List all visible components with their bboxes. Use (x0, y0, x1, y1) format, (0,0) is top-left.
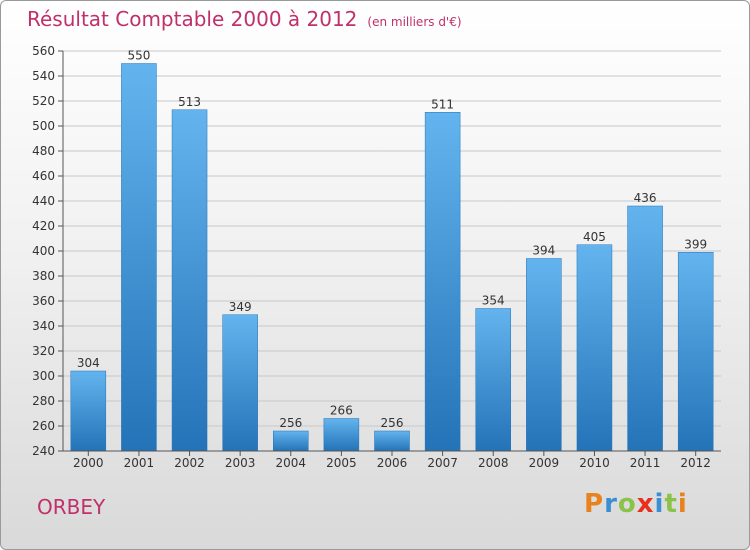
y-tick-label: 440 (32, 194, 55, 208)
x-tick-label-2010: 2010 (579, 456, 610, 470)
y-tick-label: 360 (32, 294, 55, 308)
grid-lines (63, 50, 721, 452)
logo-letter: P (584, 489, 605, 519)
data-label-2003: 349 (229, 300, 252, 314)
proxiti-logo: Proxiti (584, 489, 688, 519)
bar-2003 (222, 314, 258, 452)
logo-letter: o (617, 489, 637, 519)
x-tick-label-2009: 2009 (529, 456, 560, 470)
data-label-2007: 511 (431, 97, 454, 111)
logo-letter: i (677, 489, 688, 519)
bar-2002 (171, 109, 208, 452)
y-tick-label: 280 (32, 394, 55, 408)
bar-2001 (121, 63, 157, 452)
chart-title-text: Résultat Comptable 2000 à 2012 (27, 7, 358, 31)
bar-2009 (526, 258, 562, 452)
logo-letter: x (636, 489, 655, 519)
bar-2006 (374, 430, 410, 452)
x-tick-label-2004: 2004 (275, 456, 306, 470)
logo-letter: i (654, 489, 665, 519)
bar-2000 (70, 370, 107, 452)
y-tick-label: 460 (32, 169, 55, 183)
y-tick-label: 320 (32, 344, 55, 358)
x-tick-label-2001: 2001 (124, 456, 155, 470)
bar-2008 (475, 308, 511, 452)
y-tick-label: 500 (32, 119, 55, 133)
x-tick-label-2008: 2008 (478, 456, 509, 470)
data-label-2008: 354 (482, 294, 505, 308)
y-tick-label: 400 (32, 244, 55, 258)
y-tick-label: 480 (32, 144, 55, 158)
bar-2011 (627, 205, 663, 452)
data-label-2006: 256 (381, 416, 404, 430)
data-label-2005: 266 (330, 404, 353, 418)
data-label-2001: 550 (127, 49, 150, 63)
y-tick-label: 560 (32, 44, 55, 58)
x-tick-label-2005: 2005 (326, 456, 357, 470)
logo-letter: r (604, 489, 618, 519)
data-label-2002: 513 (178, 95, 201, 109)
x-tick-label-2007: 2007 (427, 456, 458, 470)
x-tick-label-2011: 2011 (630, 456, 661, 470)
x-tick-label-2000: 2000 (73, 456, 104, 470)
bar-2007 (424, 112, 461, 452)
x-tick-label-2006: 2006 (377, 456, 408, 470)
y-tick-label: 260 (32, 419, 55, 433)
y-tick-label: 420 (32, 219, 55, 233)
y-tick-label: 380 (32, 269, 55, 283)
logo-letter: t (664, 489, 678, 519)
chart-title: Résultat Comptable 2000 à 2012 (en millie… (27, 7, 462, 31)
y-tick-label: 240 (32, 444, 55, 458)
chart-subtitle: (en milliers d'€) (367, 15, 462, 29)
data-label-2000: 304 (77, 356, 100, 370)
bar-2012 (677, 252, 714, 452)
x-tick-label-2012: 2012 (680, 456, 711, 470)
x-tick-label-2002: 2002 (174, 456, 205, 470)
data-label-2009: 394 (532, 244, 555, 258)
y-tick-label: 340 (32, 319, 55, 333)
bar-2010 (576, 244, 613, 452)
data-label-2011: 436 (634, 191, 657, 205)
data-label-2010: 405 (583, 230, 606, 244)
x-tick-label-2003: 2003 (225, 456, 256, 470)
y-tick-label: 520 (32, 94, 55, 108)
axes: 240 260 280 300 320 340 360 380 400 420 440 460 480 5… (32, 44, 721, 470)
data-label-2012: 399 (684, 237, 707, 251)
y-tick-label: 300 (32, 369, 55, 383)
y-tick-label: 540 (32, 69, 55, 83)
bar-2005 (323, 418, 360, 452)
bar-2004 (273, 430, 309, 452)
data-label-2004: 256 (279, 416, 302, 430)
commune-name: ORBEY (37, 495, 106, 519)
bars (70, 63, 714, 452)
data-labels: 304 550 513 349 256 266 256 511 354 394 405 436 399 (77, 49, 707, 431)
